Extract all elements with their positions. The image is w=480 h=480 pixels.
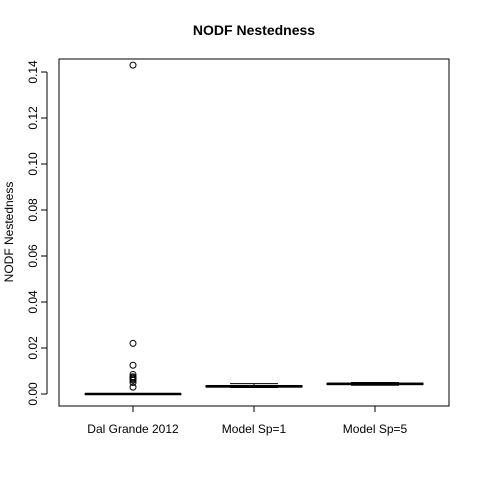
y-tick-label: 0.12: [26, 106, 40, 130]
box-group: [84, 61, 182, 396]
y-axis: 0.00 0.02 0.04 0.06 0.08 0.10 0.12 0.14: [26, 60, 48, 406]
y-tick-label: 0.04: [26, 290, 40, 314]
y-axis-label: NODF Nestedness: [2, 182, 16, 283]
y-tick-label: 0.10: [26, 152, 40, 176]
y-tick-label: 0.08: [26, 198, 40, 222]
outlier-point: [129, 376, 137, 384]
y-tick-label: 0.14: [26, 60, 40, 84]
x-tick-label: Model Sp=1: [222, 422, 287, 436]
x-tick-label: Model Sp=5: [343, 422, 408, 436]
outlier-point: [129, 61, 137, 69]
y-tick-label: 0.00: [26, 382, 40, 406]
outlier-point: [129, 383, 137, 391]
box-group: [205, 383, 303, 389]
outlier-point: [129, 379, 137, 386]
outlier-point: [129, 339, 137, 347]
plot-frame: [58, 58, 450, 407]
x-axis: Dal Grande 2012 Model Sp=1 Model Sp=5: [87, 406, 408, 436]
chart-title: NODF Nestedness: [193, 22, 315, 38]
box-group: [326, 382, 424, 386]
outlier-point: [129, 361, 137, 369]
y-tick-label: 0.06: [26, 244, 40, 268]
x-tick-label: Dal Grande 2012: [87, 422, 179, 436]
boxes-layer: [84, 61, 424, 396]
y-tick-label: 0.02: [26, 336, 40, 360]
